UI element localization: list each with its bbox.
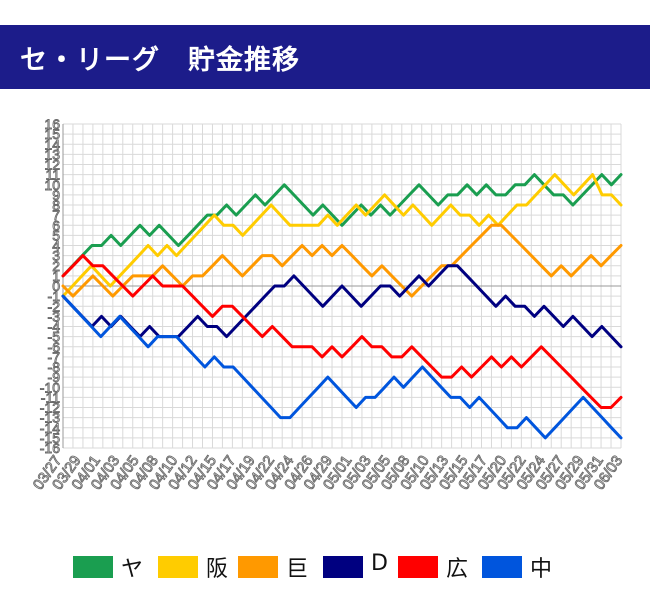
y-tick-label: 7 [52,207,60,223]
legend-swatch [73,556,113,578]
series-line-中 [61,294,623,440]
legend-swatch [238,556,278,578]
y-tick-label: -14 [40,420,60,436]
series-line-ヤ [61,173,623,278]
legend-label: D [371,551,388,576]
y-tick-label: -7 [48,349,61,365]
y-tick-label: -16 [40,440,60,456]
y-tick-label: 8 [52,197,60,213]
y-tick-label: 4 [52,238,60,254]
y-tick-label: 12 [44,157,60,173]
y-tick-label: -8 [48,359,61,375]
y-tick-label: -10 [40,379,60,395]
y-tick-label: -2 [48,298,61,314]
y-tick-label: 13 [44,146,60,162]
y-tick-label: 2 [52,258,60,274]
y-tick-label: -3 [48,308,61,324]
y-tick-label: 14 [44,136,60,152]
chart-title: セ・リーグ 貯金推移 [20,45,300,76]
y-tick-label: 10 [44,177,60,193]
y-tick-label: 3 [52,248,60,264]
y-tick-label: 0 [52,278,60,294]
y-tick-label: -13 [40,410,60,426]
chart-header: セ・リーグ 貯金推移 [0,25,650,89]
y-tick-label: -1 [48,288,61,304]
legend-swatch [158,556,198,578]
legend-swatch [323,556,363,578]
y-tick-label: -6 [48,339,61,355]
y-tick-label: 5 [52,227,60,243]
legend-label: 巨 [286,557,309,582]
y-tick-label: 1 [52,268,60,284]
y-tick-label: 11 [45,167,60,183]
y-tick-label: -4 [48,319,61,335]
legend-label: 広 [446,557,469,582]
legend-swatch [398,556,438,578]
y-tick-label: 15 [44,126,60,142]
legend-label: ヤ [121,557,144,582]
legend-label: 中 [530,557,553,582]
series-line-阪 [61,173,623,298]
legend-swatch [482,556,522,578]
y-tick-label: -11 [41,389,60,405]
y-tick-label: -9 [48,369,61,385]
series-line-巨 [61,223,623,298]
series-line-広 [61,254,623,409]
legend-label: 阪 [206,557,229,582]
y-tick-label: 9 [52,187,60,203]
y-tick-label: -15 [40,430,60,446]
y-tick-label: 6 [52,217,60,233]
y-tick-label: -12 [40,400,60,416]
line-chart: 161514131211109876543210-1-2-3-4-5-6-7-8… [29,116,626,494]
y-tick-label: -5 [48,329,61,345]
y-tick-label: 16 [44,116,60,132]
series-line-D [61,264,623,349]
